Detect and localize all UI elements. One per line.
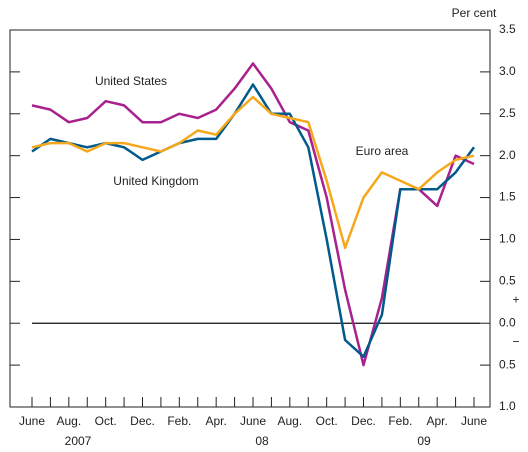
- year-label: 08: [255, 434, 269, 448]
- x-tick-label: Oct.: [95, 414, 117, 428]
- y-tick-label: 2.0: [499, 148, 516, 162]
- x-tick-label: Aug.: [56, 414, 81, 428]
- series-line: [31, 95, 475, 250]
- y-tick-label: 1.5: [499, 190, 516, 204]
- series-label: United States: [95, 74, 167, 88]
- y-tick-label: 0.0: [499, 315, 516, 329]
- series-line: [31, 62, 475, 367]
- series-label: United Kingdom: [113, 174, 198, 188]
- x-tick-label: June: [240, 414, 266, 428]
- y-tick-label: 1.0: [499, 399, 516, 413]
- y-tick-label: 3.5: [499, 22, 516, 36]
- x-tick-label: June: [19, 414, 45, 428]
- year-label: 2007: [65, 434, 92, 448]
- x-tick-label: Dec.: [351, 414, 376, 428]
- x-tick-label: June: [461, 414, 487, 428]
- x-tick-label: Feb.: [167, 414, 191, 428]
- sign-label: −: [512, 334, 519, 348]
- sign-label: +: [512, 292, 519, 306]
- y-tick-label: 0.5: [499, 357, 516, 371]
- y-tick-label: 3.0: [499, 64, 516, 78]
- y-unit-label: Per cent: [452, 6, 497, 20]
- y-tick-label: 1.0: [499, 232, 516, 246]
- y-tick-label: 0.5: [499, 274, 516, 288]
- series-line: [31, 83, 476, 358]
- y-tick-label: 2.5: [499, 106, 516, 120]
- x-tick-label: Dec.: [130, 414, 155, 428]
- series-label: Euro area: [356, 144, 409, 158]
- x-tick-label: Apr.: [205, 414, 226, 428]
- plot-frame: [9, 29, 491, 408]
- x-tick-label: Feb.: [388, 414, 412, 428]
- year-label: 09: [417, 434, 431, 448]
- x-tick-label: Oct.: [316, 414, 338, 428]
- x-tick-label: Apr.: [426, 414, 447, 428]
- x-tick-label: Aug.: [277, 414, 302, 428]
